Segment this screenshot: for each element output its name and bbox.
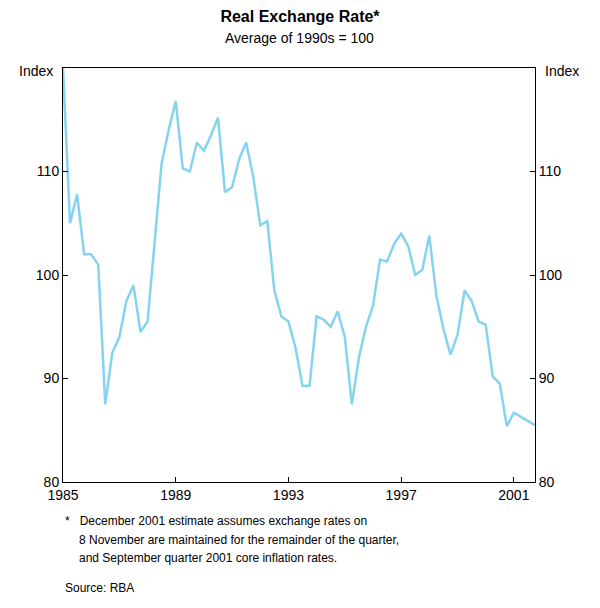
svg-text:110: 110 xyxy=(37,163,60,179)
svg-text:Index: Index xyxy=(19,63,53,79)
svg-text:100: 100 xyxy=(36,267,60,283)
svg-text:110: 110 xyxy=(539,163,562,179)
svg-text:80: 80 xyxy=(44,474,60,490)
svg-text:Average of 1990s = 100: Average of 1990s = 100 xyxy=(225,30,374,46)
svg-text:90: 90 xyxy=(44,370,60,386)
svg-text:80: 80 xyxy=(539,474,555,490)
svg-text:90: 90 xyxy=(539,370,555,386)
svg-text:1989: 1989 xyxy=(160,487,191,503)
svg-text:8 November are maintained for: 8 November are maintained for the remain… xyxy=(79,533,399,547)
svg-text:100: 100 xyxy=(539,267,563,283)
svg-text:2001: 2001 xyxy=(498,487,529,503)
svg-text:* December 2001 estimate ass: * December 2001 estimate assumes exchang… xyxy=(65,514,367,528)
svg-text:Real Exchange Rate*: Real Exchange Rate* xyxy=(220,8,380,25)
svg-text:1985: 1985 xyxy=(47,487,78,503)
svg-text:Index: Index xyxy=(545,63,579,79)
svg-text:Source: RBA: Source: RBA xyxy=(65,581,134,595)
svg-text:1993: 1993 xyxy=(273,487,304,503)
svg-text:and September quarter 2001 cor: and September quarter 2001 core inflatio… xyxy=(79,551,337,565)
svg-text:1997: 1997 xyxy=(386,487,417,503)
